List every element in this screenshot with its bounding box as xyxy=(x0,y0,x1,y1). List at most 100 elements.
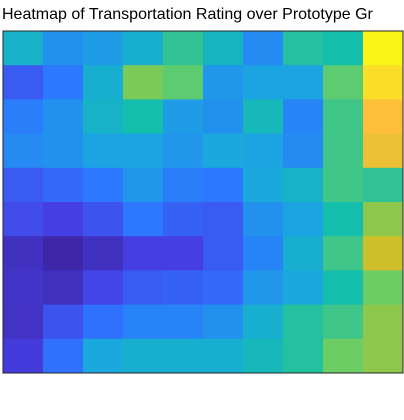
heatmap-cell xyxy=(43,65,84,100)
heatmap-cell xyxy=(363,338,404,374)
heatmap-cell xyxy=(123,31,164,66)
heatmap-cell xyxy=(3,99,44,134)
heatmap-cell xyxy=(163,133,204,169)
heatmap-cell xyxy=(83,65,124,100)
heatmap-cell xyxy=(363,133,404,169)
heatmap-cell xyxy=(83,236,124,271)
heatmap-cell xyxy=(3,31,44,66)
heatmap-cell xyxy=(323,31,364,66)
heatmap-cell xyxy=(243,270,284,305)
heatmap-cell xyxy=(83,338,124,374)
heatmap-cell xyxy=(203,133,244,169)
heatmap-cell xyxy=(123,270,164,305)
heatmap-cell xyxy=(203,65,244,100)
heatmap-cell xyxy=(163,31,204,66)
heatmap-cell xyxy=(123,167,164,203)
heatmap-cell xyxy=(203,270,244,305)
heatmap-cell xyxy=(283,270,324,305)
heatmap-cell xyxy=(3,304,44,340)
heatmap-cell xyxy=(203,31,244,66)
heatmap-cell xyxy=(363,202,404,237)
heatmap-cell xyxy=(283,31,324,66)
heatmap-cell xyxy=(283,202,324,237)
heatmap-cell xyxy=(283,338,324,374)
heatmap-cell xyxy=(123,99,164,134)
chart-title: Heatmap of Transportation Rating over Pr… xyxy=(2,6,373,23)
heatmap-cell xyxy=(83,202,124,237)
heatmap-cell xyxy=(163,99,204,134)
heatmap-cell xyxy=(363,31,404,66)
heatmap-cell xyxy=(323,167,364,203)
heatmap-cell xyxy=(3,65,44,100)
heatmap-cell xyxy=(283,65,324,100)
heatmap-cell xyxy=(43,133,84,169)
heatmap-cell xyxy=(323,236,364,271)
heatmap-cell xyxy=(243,202,284,237)
heatmap-cell xyxy=(283,133,324,169)
heatmap-cell xyxy=(43,167,84,203)
heatmap-cell xyxy=(243,338,284,374)
heatmap-cell xyxy=(83,31,124,66)
heatmap-cell xyxy=(203,99,244,134)
heatmap-cell xyxy=(363,99,404,134)
heatmap-cell xyxy=(3,202,44,237)
heatmap-cell xyxy=(163,202,204,237)
heatmap-cell xyxy=(323,270,364,305)
heatmap-cell xyxy=(363,167,404,203)
heatmap-cell xyxy=(3,167,44,203)
heatmap-cell xyxy=(323,133,364,169)
heatmap-cell xyxy=(363,304,404,340)
heatmap-cell xyxy=(163,270,204,305)
heatmap-cell xyxy=(163,167,204,203)
heatmap-cell xyxy=(123,65,164,100)
heatmap-cell xyxy=(3,270,44,305)
heatmap-cell xyxy=(283,167,324,203)
heatmap-cell xyxy=(283,99,324,134)
heatmap-cell xyxy=(43,202,84,237)
heatmap-cell xyxy=(323,304,364,340)
heatmap-cell xyxy=(203,236,244,271)
heatmap-cell xyxy=(123,338,164,374)
heatmap-cell xyxy=(3,338,44,374)
heatmap-cell xyxy=(43,304,84,340)
heatmap-cell xyxy=(43,236,84,271)
heatmap-cell xyxy=(203,304,244,340)
heatmap-cell xyxy=(203,202,244,237)
heatmap-cell xyxy=(83,167,124,203)
heatmap-cell xyxy=(163,65,204,100)
heatmap-cell xyxy=(3,236,44,271)
plot-frame xyxy=(2,30,404,374)
heatmap-cell xyxy=(83,133,124,169)
heatmap-cell xyxy=(43,270,84,305)
heatmap-cell xyxy=(323,99,364,134)
heatmap-cell xyxy=(83,99,124,134)
heatmap-cell xyxy=(163,338,204,374)
heatmap-cell xyxy=(283,236,324,271)
heatmap-cell xyxy=(123,236,164,271)
heatmap-cell xyxy=(123,202,164,237)
heatmap-cell xyxy=(283,304,324,340)
heatmap-cell xyxy=(243,236,284,271)
heatmap-cell xyxy=(363,270,404,305)
heatmap-cell xyxy=(243,133,284,169)
heatmap-cells xyxy=(3,31,404,374)
heatmap-cell xyxy=(43,99,84,134)
heatmap-cell xyxy=(203,338,244,374)
heatmap-cell xyxy=(323,65,364,100)
heatmap-cell xyxy=(203,167,244,203)
heatmap-cell xyxy=(83,270,124,305)
heatmap-cell xyxy=(323,338,364,374)
heatmap-cell xyxy=(3,133,44,169)
heatmap-cell xyxy=(243,65,284,100)
heatmap-cell xyxy=(243,31,284,66)
heatmap-cell xyxy=(363,236,404,271)
heatmap-cell xyxy=(163,304,204,340)
heatmap-cell xyxy=(323,202,364,237)
heatmap-cell xyxy=(243,167,284,203)
heatmap-cell xyxy=(163,236,204,271)
heatmap-cell xyxy=(123,133,164,169)
heatmap-cell xyxy=(363,65,404,100)
heatmap-cell xyxy=(83,304,124,340)
